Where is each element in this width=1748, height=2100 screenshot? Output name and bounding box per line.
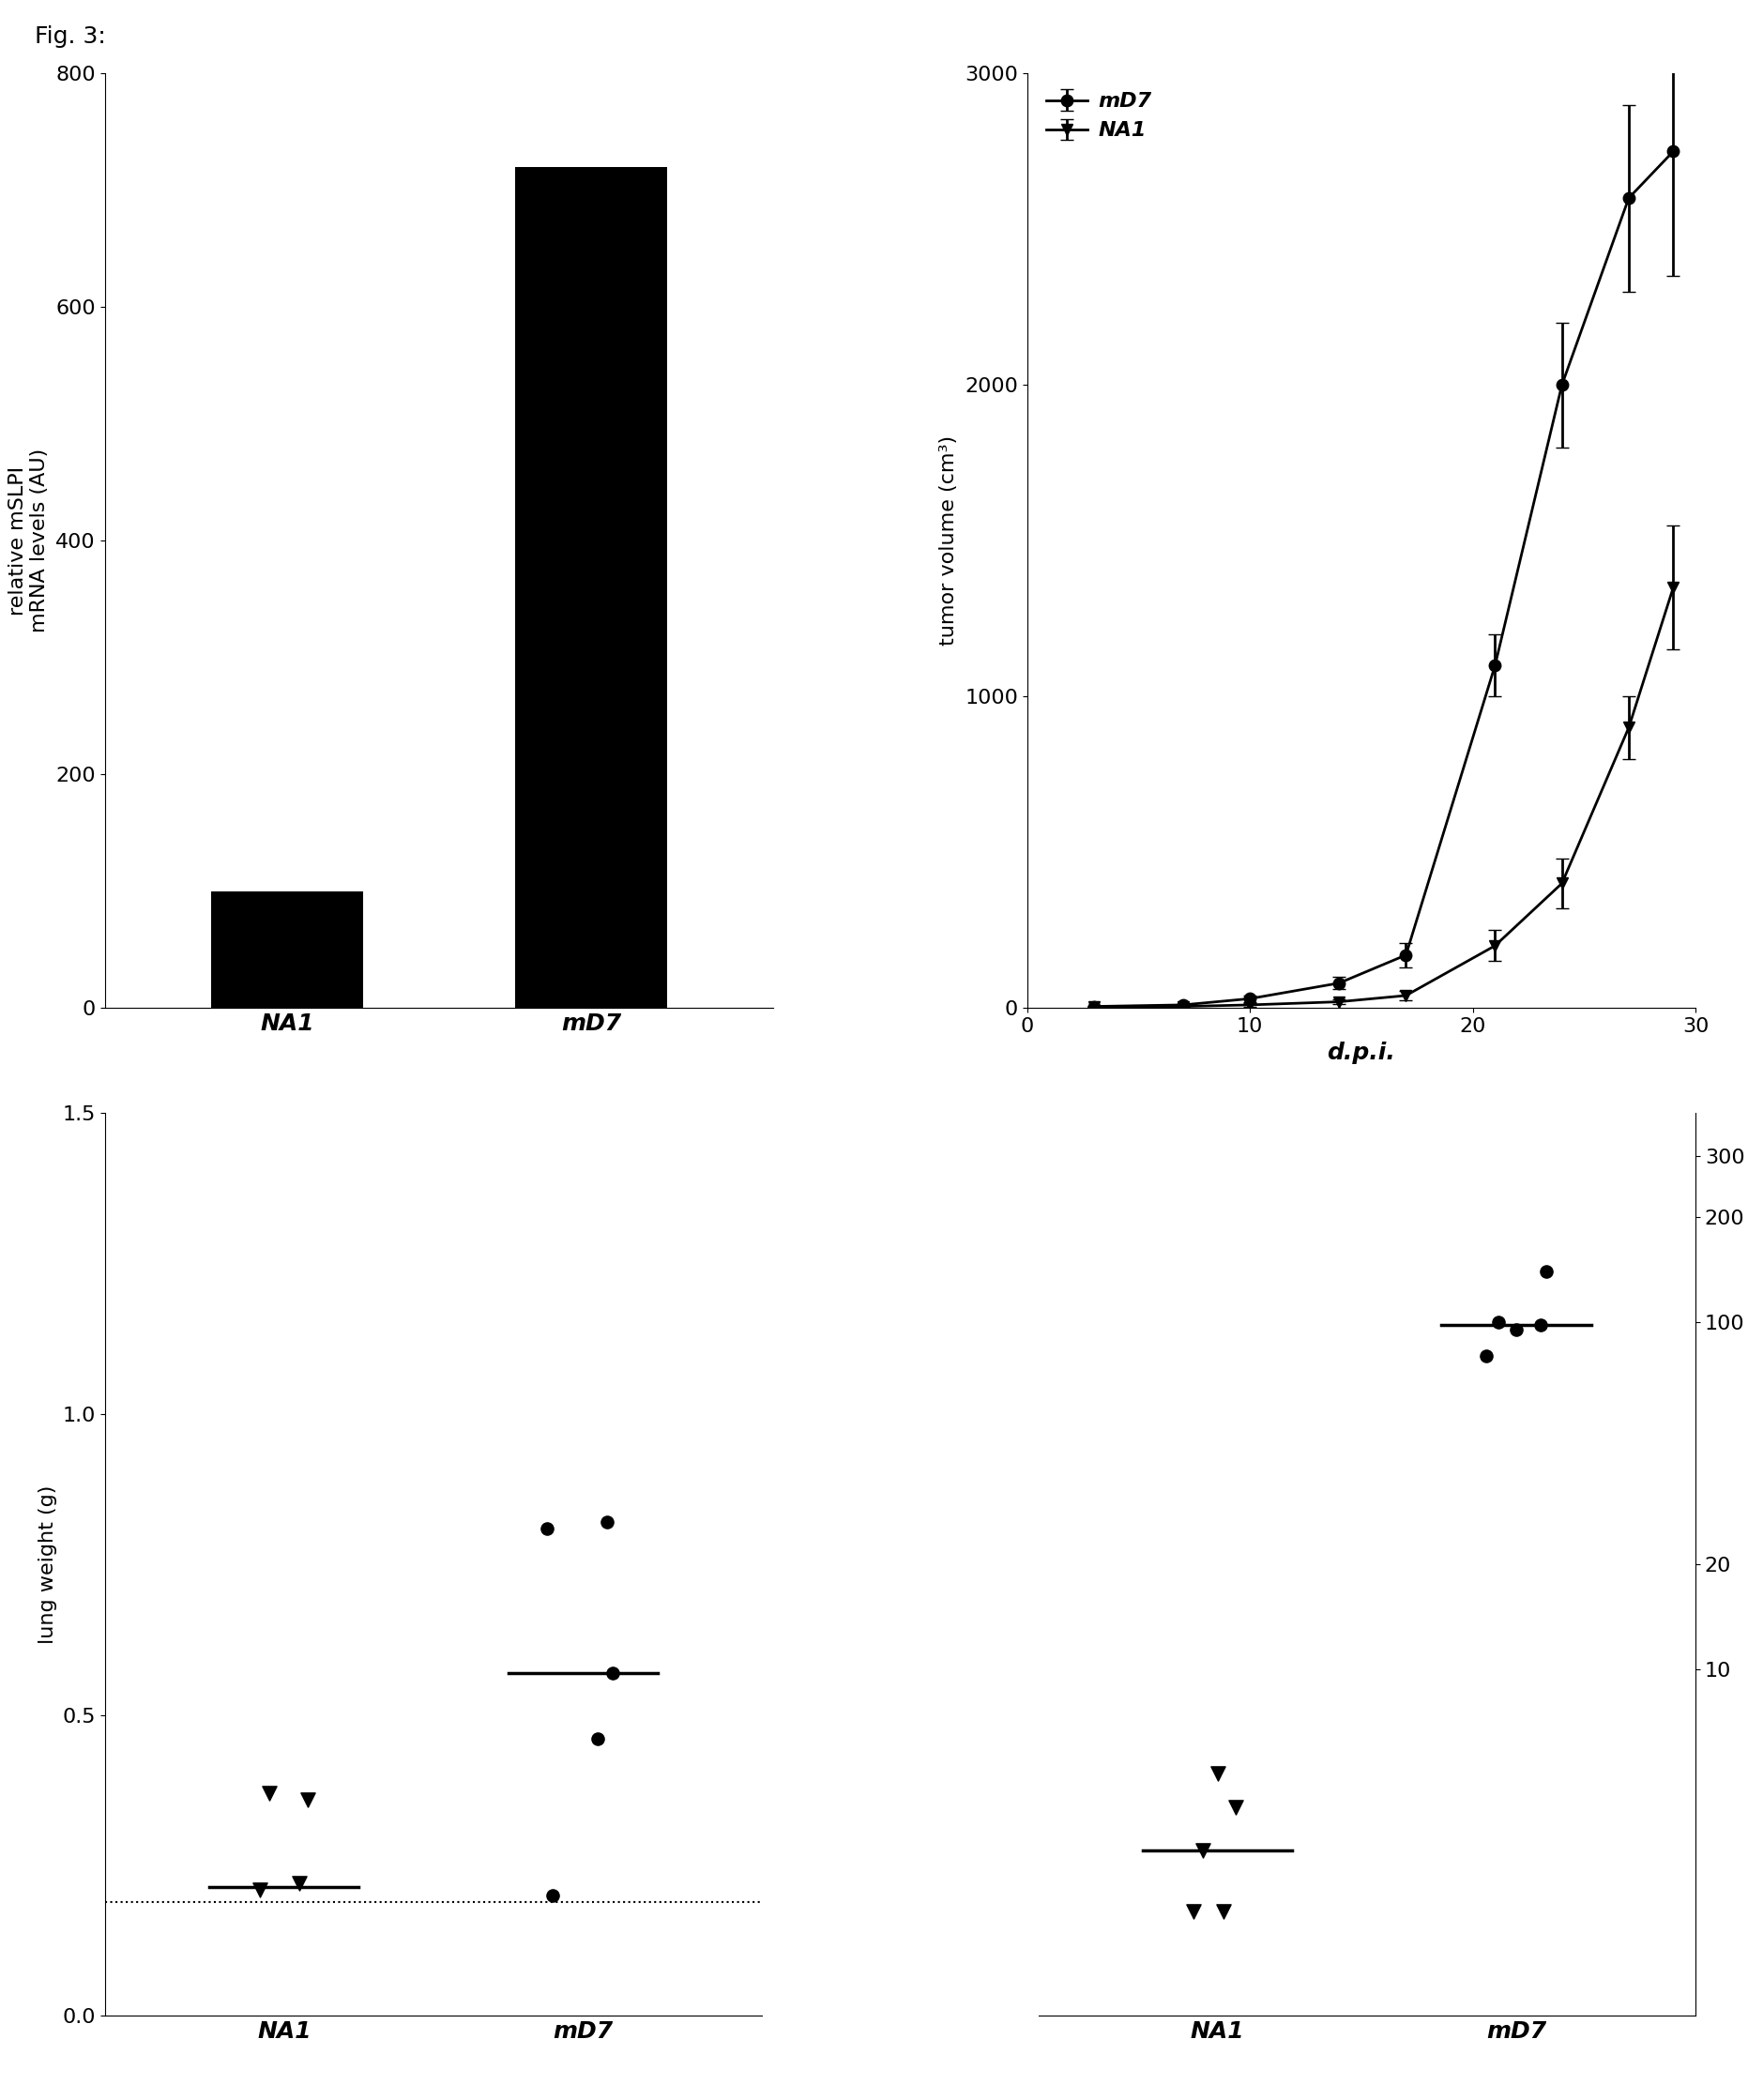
- Text: Fig. 3:: Fig. 3:: [35, 25, 107, 48]
- Point: [255, 1777, 283, 1810]
- Point: [1210, 1894, 1238, 1928]
- Point: [1222, 1791, 1250, 1825]
- Point: [1189, 1833, 1217, 1867]
- Point: [584, 1722, 612, 1756]
- Bar: [212, 890, 364, 1008]
- Point: [294, 1783, 322, 1816]
- Point: [600, 1657, 628, 1690]
- Y-axis label: lung weight (g): lung weight (g): [38, 1485, 58, 1644]
- Bar: [516, 166, 668, 1008]
- Point: [1484, 1304, 1512, 1338]
- Point: [593, 1506, 621, 1539]
- Point: [1502, 1312, 1530, 1346]
- Point: [538, 1880, 566, 1913]
- Point: [533, 1512, 561, 1546]
- Y-axis label: tumor volume (cm³): tumor volume (cm³): [939, 435, 958, 647]
- Point: [285, 1867, 313, 1900]
- Point: [1533, 1254, 1561, 1287]
- X-axis label: d.p.i.: d.p.i.: [1327, 1042, 1395, 1063]
- Point: [1180, 1894, 1208, 1928]
- Legend: mD7, NA1: mD7, NA1: [1038, 84, 1161, 149]
- Y-axis label: relative mSLPI
mRNA levels (AU): relative mSLPI mRNA levels (AU): [9, 449, 49, 632]
- Point: [1204, 1756, 1232, 1789]
- Point: [1472, 1340, 1500, 1373]
- Point: [246, 1873, 274, 1907]
- Point: [1526, 1308, 1554, 1342]
